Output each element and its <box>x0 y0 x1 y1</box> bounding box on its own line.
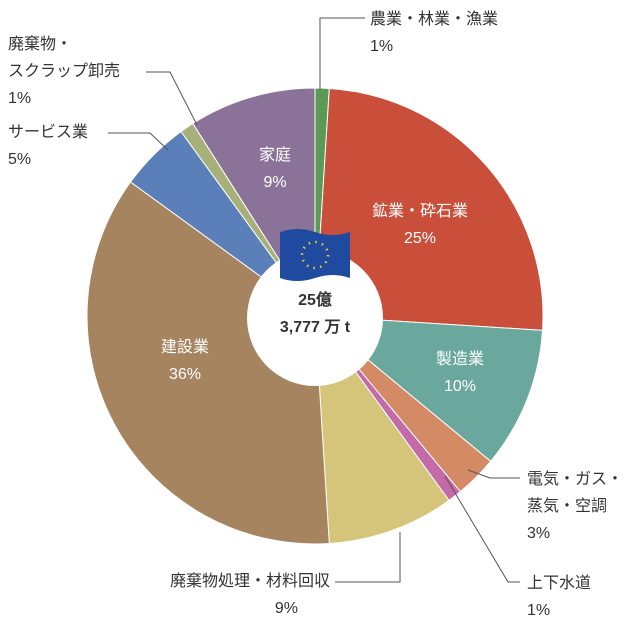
slice-label: 農業・林業・漁業 <box>370 10 498 28</box>
value-label: 1% <box>370 38 393 55</box>
leader-line <box>146 71 198 126</box>
slice-label: サービス業 <box>8 123 88 141</box>
value-label: 9% <box>263 174 286 191</box>
eu-flag <box>280 229 350 281</box>
value-label: 36% <box>169 366 201 383</box>
slice-label: 電気・ガス・ <box>527 470 623 488</box>
slice-label: 建設業 <box>161 338 209 356</box>
leader-line <box>319 17 365 90</box>
leader-lines <box>108 17 520 583</box>
value-label: 3% <box>527 525 550 542</box>
value-label: 9% <box>275 600 298 617</box>
value-label: 25% <box>404 230 436 247</box>
slice-label: 廃棄物処理・材料回収 <box>170 572 330 590</box>
slice-label: 鉱業・砕石業 <box>372 202 468 220</box>
slice-label: 製造業 <box>436 350 484 368</box>
leader-line <box>467 469 520 479</box>
value-label: 1% <box>527 602 550 617</box>
slice <box>86 181 330 545</box>
center-hole <box>247 250 383 386</box>
slice-label: 上下水道 <box>527 574 591 592</box>
leader-line <box>335 532 401 583</box>
value-label: 5% <box>8 151 31 168</box>
slice-label: 蒸気・空調 <box>527 497 607 515</box>
center-label: 3,777 万 t <box>280 319 351 336</box>
center-label: 25億 <box>298 290 332 309</box>
slice <box>314 87 544 331</box>
slice-label: スクラップ卸売 <box>8 62 120 80</box>
leader-line <box>108 132 169 151</box>
leader-line <box>444 475 520 583</box>
slice-label: 廃棄物・ <box>8 35 72 53</box>
slice-label: 家庭 <box>259 146 291 164</box>
value-label: 10% <box>444 378 476 395</box>
value-label: 1% <box>8 90 31 107</box>
